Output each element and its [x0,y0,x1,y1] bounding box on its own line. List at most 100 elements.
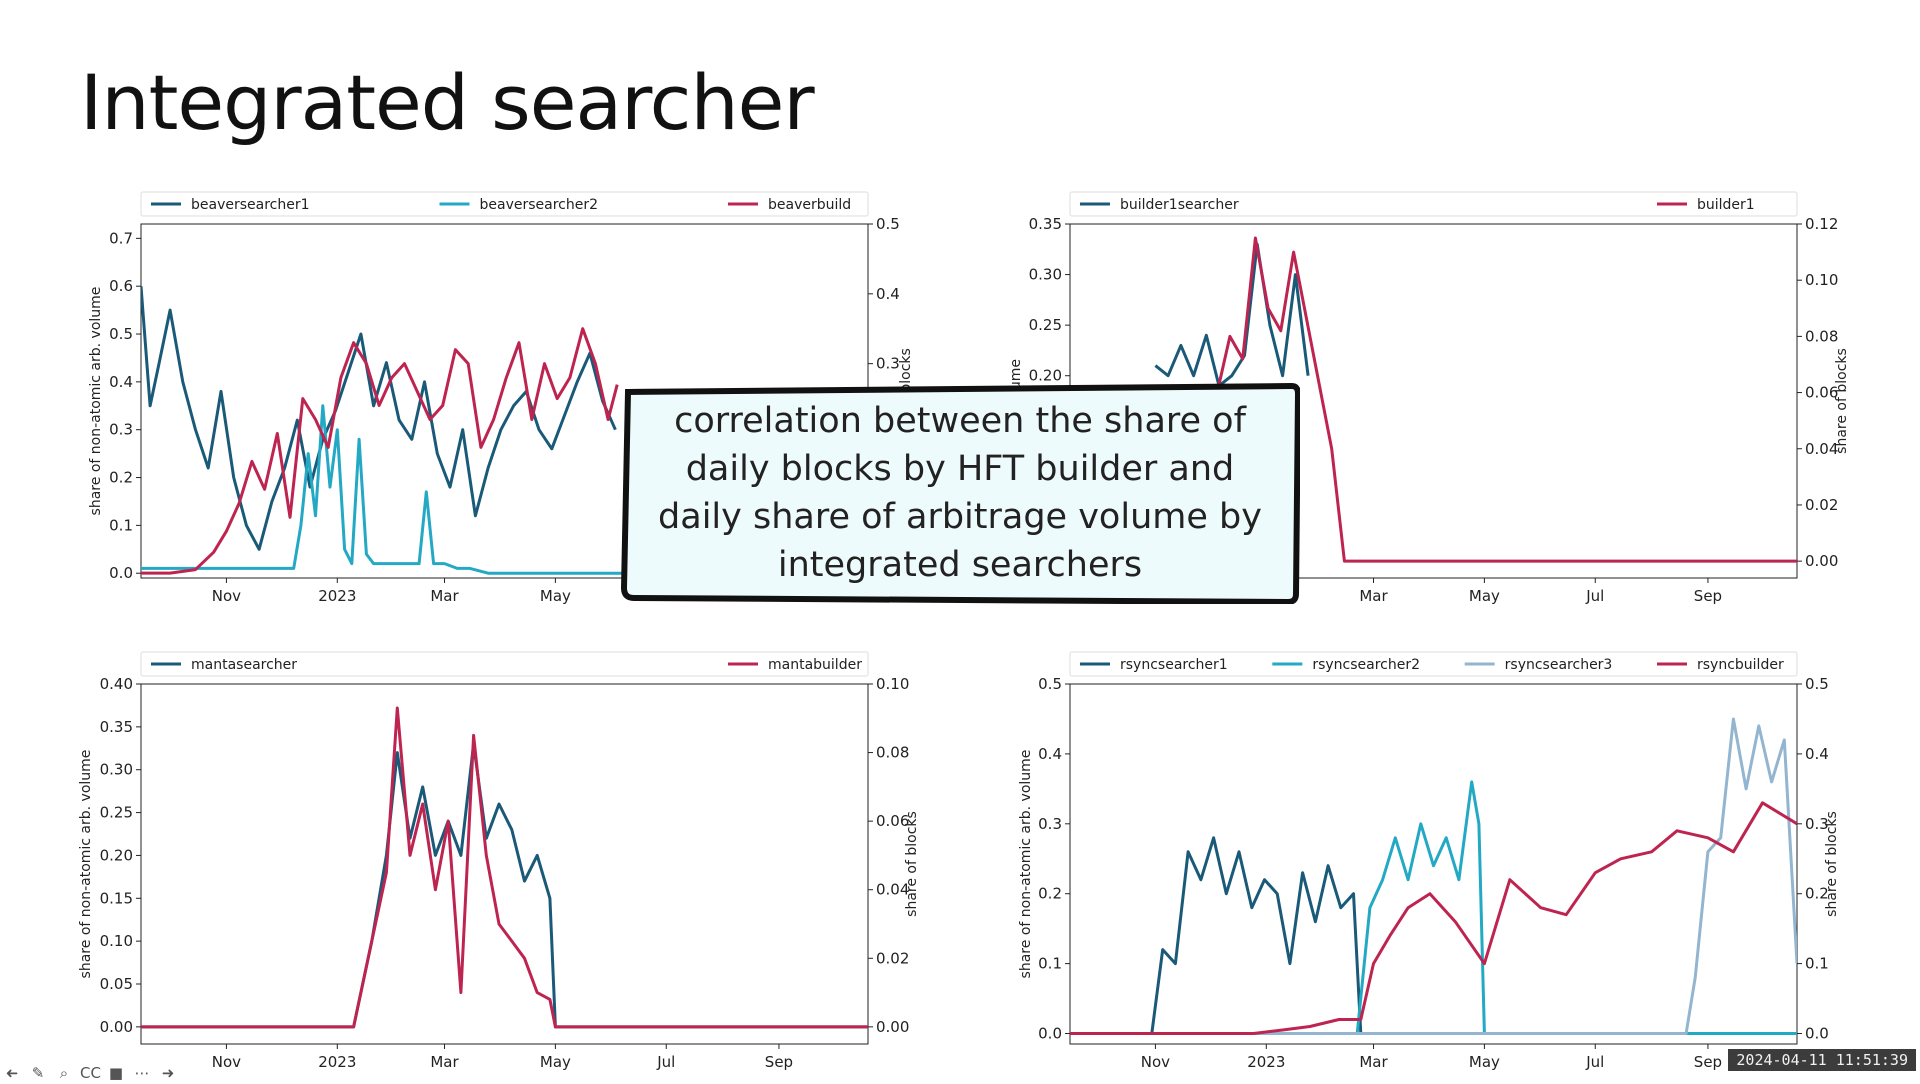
series-line-rsyncbuilder [1070,801,1797,1035]
callout-text: correlation between the share of daily b… [658,401,1262,585]
y-tick-label: 0.05 [100,975,133,993]
y-tick-label: 0.20 [100,846,133,864]
callout-box: correlation between the share of daily b… [620,382,1300,604]
y2-tick-label: 0.08 [1805,327,1838,345]
y2-tick-label: 0.06 [876,812,909,830]
more-icon[interactable]: ⋯ [134,1064,150,1082]
legend-label: mantasearcher [191,657,297,673]
x-tick-label: Mar [1359,587,1388,605]
y-tick-label: 0.2 [109,469,133,487]
y2-tick-label: 0.12 [1805,215,1838,233]
x-tick-label: Jul [1585,1053,1604,1071]
x-tick-label: May [540,1053,571,1071]
series-line-mantasearcher [141,742,868,1029]
y2-tick-label: 0.10 [1805,271,1838,289]
y-tick-label: 0.0 [109,564,133,582]
y-tick-label: 0.20 [1029,367,1062,385]
y2-tick-label: 0.0 [1805,1025,1829,1043]
chart-bottom-left: mantasearcher mantabuilder Nov 2023 Mar May Ju… [78,651,920,1071]
y-tick-label: 0.4 [109,373,133,391]
y-tick-label: 0.25 [1029,316,1062,334]
y2-tick-label: 0.3 [1805,815,1829,833]
x-tick-label: Jul [656,1053,675,1071]
legend-label: beaversearcher2 [480,197,599,213]
y-tick-label: 0.00 [100,1018,133,1036]
legend-label: builder1searcher [1120,197,1239,213]
forward-icon[interactable]: ➜ [161,1064,175,1082]
x-tick-label: May [540,587,571,605]
series-line-builder1searcher [1154,242,1310,388]
legend-label: builder1 [1697,197,1755,213]
y-tick-label: 0.1 [1038,955,1062,973]
x-tick-label: 2023 [318,1053,356,1071]
y-tick-label: 0.7 [109,229,133,247]
y2-axis-label: share of blocks [904,811,920,917]
legend-box [1069,651,1798,677]
y-tick-label: 0.2 [1038,885,1062,903]
x-tick-label: Sep [1694,587,1722,605]
x-tick-label: Mar [430,1053,459,1071]
legend-box [140,651,869,677]
series-line-mantabuilder [141,706,868,1029]
legend-label: mantabuilder [768,657,862,673]
timestamp: 2024-04-11 11:51:39 [1728,1049,1916,1071]
y-tick-label: 0.15 [100,889,133,907]
x-tick-label: 2023 [1247,1053,1285,1071]
y2-axis-label: share of blocks [1834,348,1850,454]
x-tick-label: May [1469,587,1500,605]
x-tick-label: May [1469,1053,1500,1071]
y2-tick-label: 0.02 [876,949,909,967]
y-tick-label: 0.35 [1029,215,1062,233]
y-axis-label: share of non-atomic arb. volume [1018,750,1034,979]
y2-tick-label: 0.4 [876,285,900,303]
slide-title: Integrated searcher [80,58,815,147]
y-tick-label: 0.1 [109,516,133,534]
series-line-rsyncsearcher2 [1070,780,1797,1035]
y-axis-label: share of non-atomic arb. volume [88,287,104,516]
y-tick-label: 0.30 [100,761,133,779]
x-tick-label: 2023 [318,587,356,605]
x-tick-label: Mar [430,587,459,605]
y2-tick-label: 0.00 [876,1018,909,1036]
y-tick-label: 0.30 [1029,266,1062,284]
y2-tick-label: 0.06 [1805,384,1838,402]
y2-tick-label: 0.04 [1805,440,1838,458]
y-tick-label: 0.3 [109,421,133,439]
chart-top-left: beaversearcher1 beaversearcher2 beaverbuil… [88,191,914,605]
x-tick-label: Nov [1141,1053,1170,1071]
series-line-rsyncsearcher3 [1070,717,1797,1035]
y2-tick-label: 0.5 [876,215,900,233]
y2-axis-label: share of blocks [1824,811,1840,917]
presentation-toolbar: ➜ ✎ ⌕ CC ■ ⋯ ➜ [2,1062,178,1084]
pen-icon[interactable]: ✎ [31,1064,45,1082]
captions-icon[interactable]: CC [80,1064,101,1082]
legend-box [140,191,869,217]
y-tick-label: 0.3 [1038,815,1062,833]
legend-label: rsyncsearcher3 [1505,657,1613,673]
y2-tick-label: 0.5 [1805,675,1829,693]
y2-tick-label: 0.10 [876,675,909,693]
x-tick-label: Mar [1359,1053,1388,1071]
back-icon[interactable]: ➜ [5,1064,19,1082]
x-tick-label: Sep [1694,1053,1722,1071]
series-line-beaversearcher1 [141,286,617,551]
legend-label: beaverbuild [768,197,851,213]
series-line-builder1 [1215,236,1797,563]
y2-tick-label: 0.02 [1805,496,1838,514]
y2-tick-label: 0.1 [1805,955,1829,973]
y-tick-label: 0.4 [1038,745,1062,763]
y-tick-label: 0.6 [109,277,133,295]
zoom-icon[interactable]: ⌕ [59,1064,69,1082]
y-tick-label: 0.5 [1038,675,1062,693]
legend-label: beaversearcher1 [191,197,310,213]
camera-icon[interactable]: ■ [108,1064,124,1082]
chart-top-right: builder1searcher builder1 Mar May Jul Sep 0.20… [1008,191,1850,605]
plot-frame [140,683,869,1045]
y-axis-label: share of non-atomic arb. volume [78,750,94,979]
y2-tick-label: 0.4 [1805,745,1829,763]
y-tick-label: 0.35 [100,718,133,736]
y-tick-label: 0.25 [100,804,133,822]
legend-label: rsyncsearcher1 [1120,657,1228,673]
y2-tick-label: 0.2 [1805,885,1829,903]
